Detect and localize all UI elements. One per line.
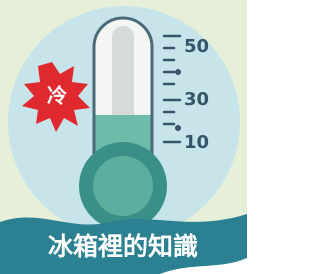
caption: 冰箱裡的知識 xyxy=(48,232,198,261)
thermometer-bulb-inner xyxy=(93,156,153,216)
scale-dot xyxy=(175,125,181,131)
scale-label: 50 xyxy=(184,36,209,57)
badge-text: 冷 xyxy=(47,84,67,108)
illustration: 50 30 10 冷 冰箱裡的知識 xyxy=(0,0,247,274)
scale-dot xyxy=(175,69,181,75)
scale-label: 10 xyxy=(184,132,209,153)
scale-label: 30 xyxy=(184,89,209,110)
